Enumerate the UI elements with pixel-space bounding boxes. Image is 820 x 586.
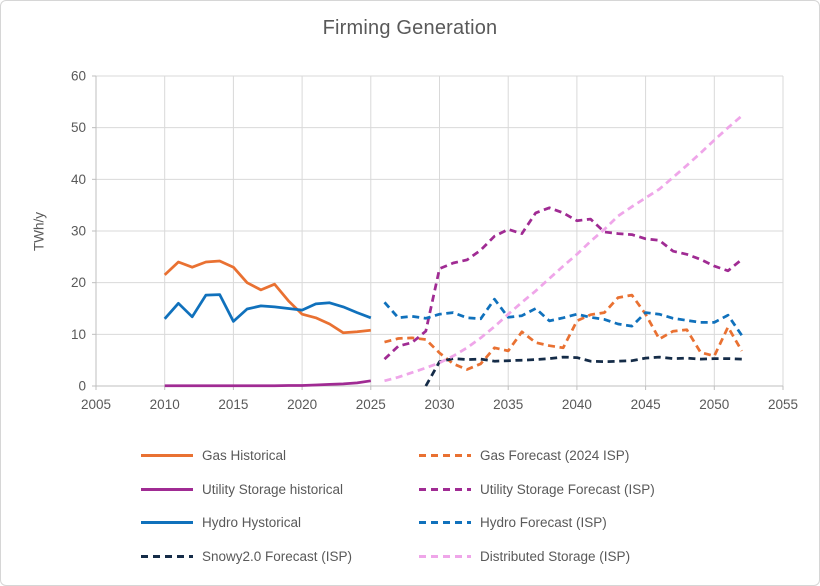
legend-item: Utility Storage historical: [141, 482, 419, 497]
legend-label: Gas Historical: [202, 448, 287, 464]
x-tick-label: 2055: [768, 397, 798, 412]
chart-title: Firming Generation: [322, 17, 498, 39]
legend-swatch: [419, 487, 471, 491]
legend-swatch: [419, 554, 471, 558]
legend-item: Gas Forecast (2024 ISP): [419, 448, 655, 463]
x-tick-label: 2045: [631, 397, 661, 412]
legend-swatch: [141, 521, 193, 525]
legend-item: Distributed Storage (ISP): [419, 549, 655, 564]
x-tick-label: 2010: [150, 397, 180, 412]
series-hydro-hystorical: [163, 293, 372, 323]
legend-item: Utility Storage Forecast (ISP): [419, 482, 655, 497]
x-tick-label: 2050: [699, 397, 729, 412]
x-tick-label: 2025: [356, 397, 386, 412]
legend-item: Gas Historical: [141, 448, 419, 463]
chart-legend: Gas Historical Utility Storage historical…: [141, 439, 655, 573]
x-tick-label: 2005: [81, 397, 111, 412]
legend-label: Hydro Forecast (ISP): [480, 515, 607, 531]
legend-item: Hydro Forecast (ISP): [419, 515, 655, 530]
y-tick-label: 0: [78, 379, 86, 394]
legend-swatch: [141, 487, 193, 491]
x-tick-label: 2035: [493, 397, 523, 412]
x-tick-label: 2030: [424, 397, 454, 412]
legend-label: Utility Storage historical: [202, 481, 344, 497]
series-gas-forecast-2024-isp: [384, 293, 743, 371]
series-utility-storage-historical: [164, 379, 372, 388]
legend-item: Snowy2.0 Forecast (ISP): [141, 549, 419, 564]
y-tick-label: 50: [71, 120, 86, 135]
series-snowy2-0-forecast-isp: [424, 355, 742, 387]
y-tick-label: 10: [71, 327, 86, 342]
series-utility-storage-forecast-isp: [383, 206, 743, 361]
y-tick-label: 20: [71, 275, 86, 290]
x-tick-label: 2020: [287, 397, 317, 412]
legend-swatch: [141, 454, 193, 458]
legend-swatch: [419, 521, 471, 525]
legend-label: Utility Storage Forecast (ISP): [480, 481, 655, 497]
y-tick-label: 30: [71, 224, 86, 239]
legend-label: Hydro Hystorical: [202, 515, 302, 531]
y-tick-label: 40: [71, 172, 86, 187]
legend-item: Hydro Hystorical: [141, 515, 419, 530]
legend-swatch: [141, 554, 193, 558]
legend-label: Snowy2.0 Forecast (ISP): [202, 548, 353, 564]
legend-label: Distributed Storage (ISP): [480, 548, 631, 564]
series-distributed-storage-isp: [384, 114, 743, 383]
series-gas-historical: [163, 259, 371, 335]
x-tick-label: 2040: [562, 397, 592, 412]
y-tick-label: 60: [71, 69, 86, 84]
legend-swatch: [419, 454, 471, 458]
series-hydro-forecast-isp: [383, 297, 743, 337]
legend-label: Gas Forecast (2024 ISP): [480, 448, 630, 464]
x-tick-label: 2015: [218, 397, 248, 412]
